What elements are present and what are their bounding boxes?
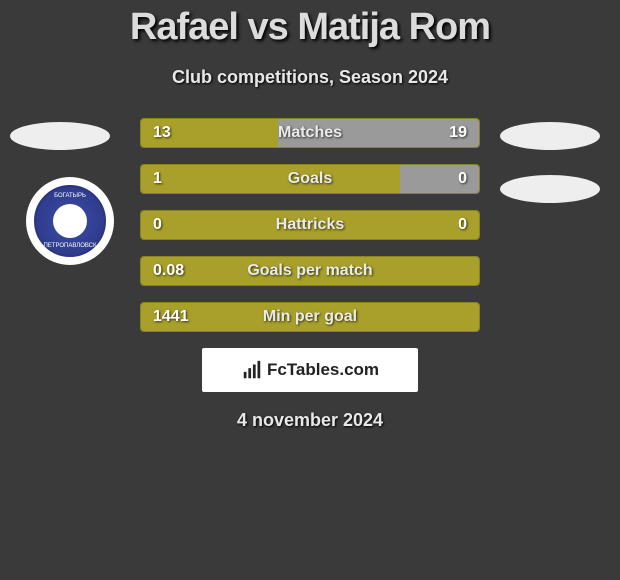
stat-label: Min per goal xyxy=(263,308,357,326)
stat-label: Goals xyxy=(288,170,332,188)
club-badge-text-bottom: ПЕТРОПАВЛОВСК xyxy=(43,243,96,249)
stat-left-value: 1 xyxy=(153,170,162,188)
club-badge-text-top: БОГАТЫРЬ xyxy=(54,193,86,199)
page-subtitle: Club competitions, Season 2024 xyxy=(0,67,620,88)
branding-text: FcTables.com xyxy=(267,360,379,380)
stat-label: Goals per match xyxy=(247,262,372,280)
stat-right-value: 0 xyxy=(458,170,467,188)
stat-row: 1 0 Goals xyxy=(140,164,480,194)
stat-row: 13 19 Matches xyxy=(140,118,480,148)
stat-fill-left xyxy=(141,165,400,193)
stat-row: 1441 Min per goal xyxy=(140,302,480,332)
stat-label: Hattricks xyxy=(276,216,344,234)
chart-icon xyxy=(241,359,263,381)
club-badge-center-icon xyxy=(53,204,87,238)
date-stamp: 4 november 2024 xyxy=(0,410,620,431)
stats-container: 13 19 Matches 1 0 Goals 0 0 Hattricks 0.08 Goals p… xyxy=(140,118,480,332)
stat-row: 0.08 Goals per match xyxy=(140,256,480,286)
stat-right-value: 0 xyxy=(458,216,467,234)
stat-left-value: 0.08 xyxy=(153,262,184,280)
club-avatar-right xyxy=(500,175,600,203)
page-title: Rafael vs Matija Rom xyxy=(0,0,620,49)
player-avatar-right xyxy=(500,122,600,150)
player-avatar-left xyxy=(10,122,110,150)
club-badge-left: БОГАТЫРЬ ПЕТРОПАВЛОВСК xyxy=(26,177,114,265)
club-badge-inner: БОГАТЫРЬ ПЕТРОПАВЛОВСК xyxy=(34,185,106,257)
stat-left-value: 0 xyxy=(153,216,162,234)
branding-box: FcTables.com xyxy=(202,348,418,392)
stat-left-value: 13 xyxy=(153,124,171,142)
stat-right-value: 19 xyxy=(449,124,467,142)
stat-left-value: 1441 xyxy=(153,308,189,326)
stat-label: Matches xyxy=(278,124,342,142)
stat-row: 0 0 Hattricks xyxy=(140,210,480,240)
